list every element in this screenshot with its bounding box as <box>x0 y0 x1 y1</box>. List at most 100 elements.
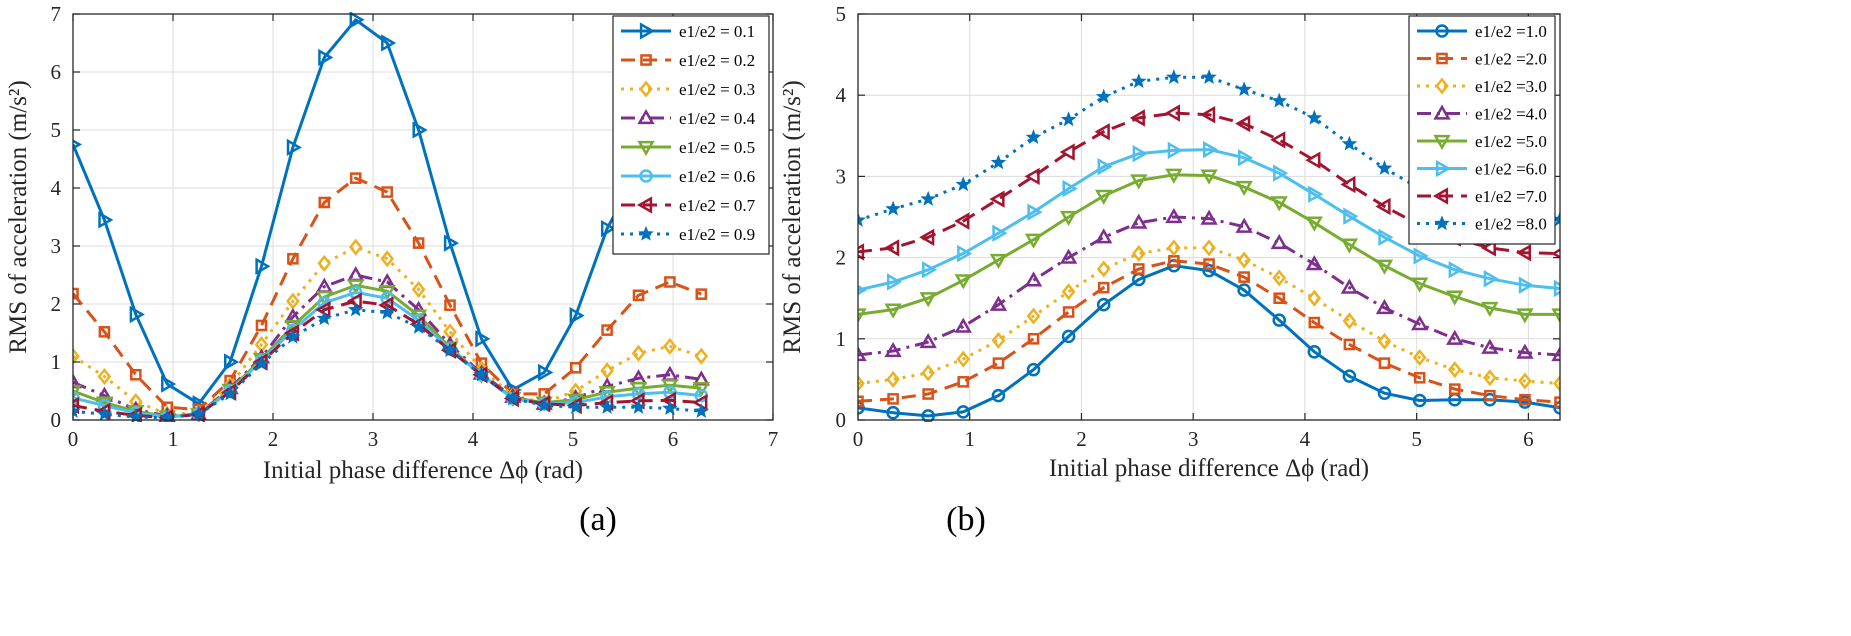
y-tick-label: 0 <box>51 408 62 432</box>
data-point <box>285 328 301 344</box>
series-line <box>858 259 1560 404</box>
data-point <box>1026 362 1041 377</box>
data-point <box>1305 151 1321 169</box>
data-point <box>858 211 866 227</box>
series-line <box>858 215 1560 357</box>
data-point <box>1027 333 1040 345</box>
data-point <box>1062 179 1078 198</box>
data-point <box>1024 271 1043 287</box>
data-point <box>1377 332 1392 350</box>
data-point <box>1375 197 1391 216</box>
data-point <box>1237 251 1251 269</box>
data-point <box>1059 210 1078 227</box>
y-tick-label: 6 <box>51 60 62 84</box>
data-point <box>1305 216 1323 232</box>
data-point <box>1200 106 1216 124</box>
legend-label: e1/e2 = 0.1 <box>679 22 755 41</box>
data-point <box>884 303 902 319</box>
data-point <box>1061 329 1076 344</box>
y-tick-label: 7 <box>51 2 62 26</box>
legend-label: e1/e2 =2.0 <box>1475 50 1547 69</box>
y-tick-label: 4 <box>51 176 62 200</box>
legend-marker <box>1432 187 1449 205</box>
legend-label: e1/e2 = 0.3 <box>679 80 755 99</box>
data-point <box>1270 233 1288 250</box>
data-point <box>412 121 428 139</box>
data-point <box>1096 260 1111 278</box>
data-point <box>1376 160 1393 175</box>
x-tick-label: 6 <box>668 427 679 451</box>
data-point <box>858 308 867 324</box>
legend-marker <box>638 225 654 241</box>
legend-box <box>1408 15 1556 245</box>
data-point <box>1203 258 1215 270</box>
data-point <box>73 287 79 300</box>
data-point <box>473 366 490 382</box>
data-point <box>381 34 397 52</box>
data-point <box>1483 369 1497 387</box>
data-point <box>631 344 646 362</box>
data-point <box>410 319 427 334</box>
data-point <box>1200 169 1218 185</box>
legend-label: e1/e2 = 0.7 <box>679 196 756 215</box>
series-3 <box>858 239 1560 392</box>
data-point <box>349 12 365 29</box>
data-point <box>954 317 972 333</box>
data-point <box>1201 69 1217 85</box>
data-point <box>1412 393 1427 408</box>
data-point <box>378 285 396 301</box>
legend-label: e1/e2 =8.0 <box>1475 215 1547 234</box>
data-point <box>73 139 83 150</box>
data-point <box>1024 233 1043 249</box>
data-point <box>1095 88 1112 104</box>
data-point <box>1448 261 1464 279</box>
data-point <box>1272 313 1286 327</box>
data-point <box>1202 263 1216 278</box>
data-point <box>858 243 865 261</box>
chart-panel-a: 0 1 2 3 4 5 6 7 0 1 2 3 4 5 6 7 Initial phase difference… <box>5 2 778 538</box>
data-point <box>1308 316 1321 329</box>
legend-marker <box>639 80 653 98</box>
data-point <box>1096 297 1111 312</box>
data-point <box>694 347 709 365</box>
data-point <box>1132 145 1148 163</box>
data-point <box>538 363 554 382</box>
series-4 <box>858 207 1560 362</box>
data-point <box>858 284 868 296</box>
data-point <box>1448 383 1461 395</box>
x-tick-label: 1 <box>964 427 975 451</box>
data-point <box>663 337 677 355</box>
data-point <box>1164 104 1180 122</box>
series-line <box>73 245 702 416</box>
data-point <box>919 228 935 246</box>
x-tick-label: 0 <box>853 427 864 451</box>
x-tick-label: 2 <box>1076 427 1087 451</box>
panel-label: (a) <box>579 501 617 538</box>
data-point <box>1271 92 1288 108</box>
data-point <box>442 342 458 358</box>
data-point <box>1061 283 1076 301</box>
legend-marker <box>639 22 656 40</box>
data-point <box>1484 389 1496 402</box>
data-point <box>1413 247 1429 265</box>
data-point <box>1343 207 1359 225</box>
legend-marker <box>640 54 652 66</box>
data-point <box>1024 167 1040 186</box>
legend-box <box>612 15 770 255</box>
data-point <box>1270 131 1286 149</box>
data-point <box>693 403 710 418</box>
data-point <box>1305 255 1323 271</box>
data-point <box>1097 158 1113 176</box>
data-point <box>1027 203 1043 221</box>
data-point <box>1342 312 1357 330</box>
data-point <box>1481 338 1499 354</box>
data-point <box>347 279 365 295</box>
data-point <box>1202 140 1219 159</box>
legend-item: e1/e2 = 0.3 <box>621 80 755 99</box>
data-point <box>1519 393 1531 406</box>
data-point <box>599 398 615 414</box>
data-point <box>955 176 972 192</box>
data-point <box>223 353 240 371</box>
data-point <box>858 346 867 362</box>
